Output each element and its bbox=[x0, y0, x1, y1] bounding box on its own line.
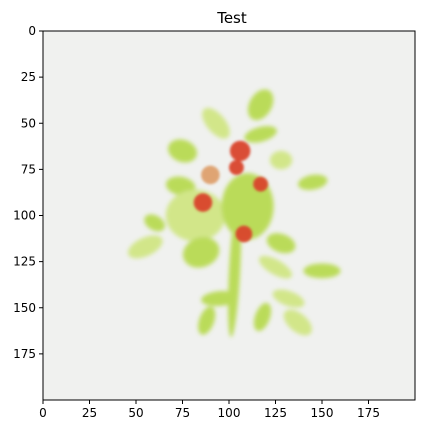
y-axis: 0 25 50 75 100 125 150 175 bbox=[13, 24, 43, 361]
leaf bbox=[297, 174, 328, 191]
fruit bbox=[201, 165, 220, 185]
fruit bbox=[193, 193, 213, 212]
leaf bbox=[269, 150, 293, 170]
x-tick-label: 125 bbox=[264, 406, 287, 420]
y-tick-label: 50 bbox=[21, 116, 36, 130]
x-tick-label: 150 bbox=[311, 406, 334, 420]
leaf bbox=[244, 125, 277, 143]
leaf bbox=[182, 237, 220, 268]
y-tick-label: 100 bbox=[13, 209, 36, 223]
x-tick-label: 0 bbox=[39, 406, 47, 420]
plot-area bbox=[43, 31, 415, 400]
leaf bbox=[272, 289, 305, 308]
leaf bbox=[144, 214, 165, 232]
leaf bbox=[258, 255, 293, 279]
axes-frame bbox=[42, 30, 416, 401]
y-tick-label: 75 bbox=[21, 162, 36, 176]
x-tick-label: 75 bbox=[175, 406, 190, 420]
leaf bbox=[283, 309, 312, 336]
leaf bbox=[266, 233, 296, 254]
leaf bbox=[168, 139, 197, 163]
fruits bbox=[193, 140, 269, 243]
x-tick-label: 100 bbox=[218, 406, 241, 420]
x-axis: 0 25 50 75 100 125 150 175 bbox=[39, 400, 380, 420]
fruit bbox=[229, 140, 251, 162]
fruit bbox=[229, 160, 244, 175]
leaf bbox=[253, 302, 272, 332]
y-tick-label: 125 bbox=[13, 255, 36, 269]
y-tick-label: 25 bbox=[21, 70, 36, 84]
x-tick-label: 50 bbox=[128, 406, 143, 420]
fruit bbox=[253, 176, 269, 192]
chart-title: Test bbox=[216, 9, 247, 27]
y-tick-label: 0 bbox=[28, 24, 36, 38]
leaf bbox=[303, 263, 341, 279]
y-tick-label: 175 bbox=[13, 347, 36, 361]
y-tick-label: 150 bbox=[13, 301, 36, 315]
fruit bbox=[235, 225, 253, 243]
x-tick-label: 25 bbox=[82, 406, 97, 420]
leaf bbox=[202, 107, 230, 139]
leaf bbox=[127, 235, 163, 259]
leaf bbox=[198, 306, 216, 335]
x-tick-label: 175 bbox=[357, 406, 380, 420]
leaf bbox=[247, 89, 274, 121]
